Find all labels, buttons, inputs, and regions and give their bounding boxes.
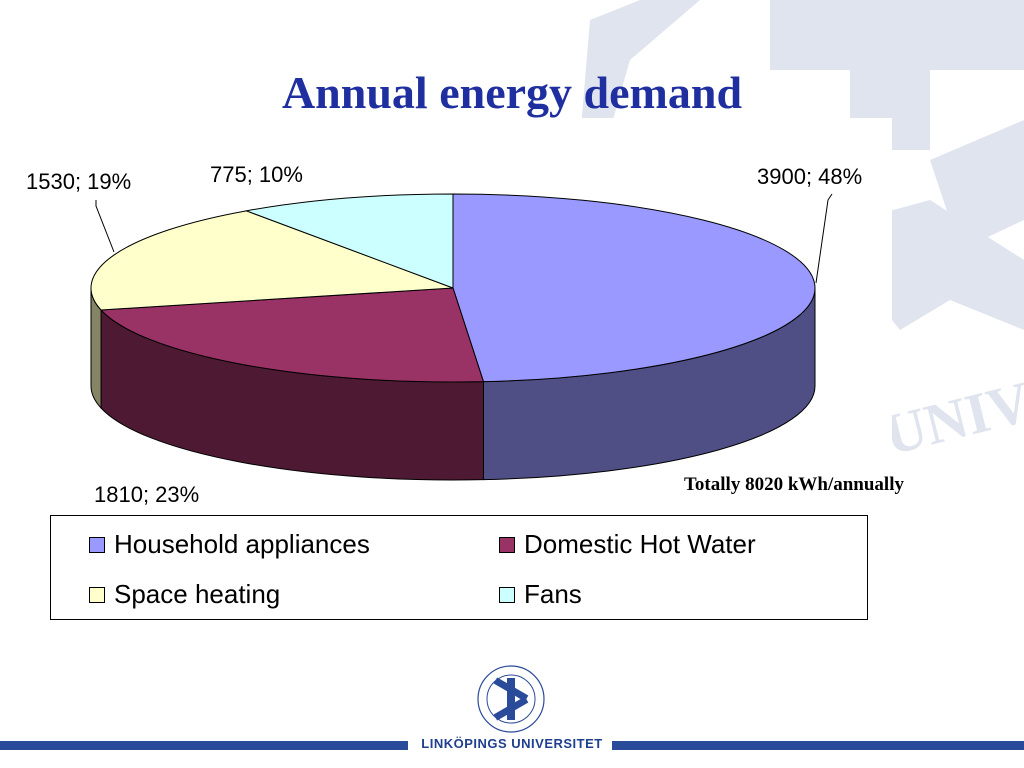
pie-slice-domestic-hot-water — [99, 287, 485, 383]
pie-slice-fans — [244, 193, 454, 289]
logo-emblem-bar-vertical — [507, 678, 515, 720]
footer-bar-left — [0, 741, 408, 750]
legend-label-space-heating: Space heating — [114, 579, 281, 609]
data-label-space-heating: 1530; 19% — [26, 169, 131, 194]
legend-item-household-appliances: Household appliances — [89, 529, 370, 560]
pie-sides — [90, 287, 816, 481]
pie-tops — [90, 193, 816, 383]
pie-slice-household-appliances — [452, 193, 816, 383]
total-annual-note: Totally 8020 kWh/annually — [684, 474, 904, 495]
legend-swatch-household-appliances — [89, 536, 105, 553]
legend-swatch-space-heating — [89, 586, 105, 603]
footer: LINKÖPINGS UNIVERSITET — [0, 736, 1024, 768]
legend-swatch-fans — [499, 586, 515, 603]
legend-label-fans: Fans — [524, 579, 582, 609]
data-label-household-appliances: 3900; 48% — [757, 164, 862, 189]
legend-item-fans: Fans — [499, 579, 582, 610]
watermark-shape-right — [930, 120, 1024, 250]
logo-emblem-bar-left — [493, 696, 529, 721]
leader-line-space-heating — [95, 200, 115, 253]
leader-line-household-appliances — [815, 193, 833, 284]
data-label-domestic-hot-water: 1810; 23% — [94, 482, 199, 507]
slide-title: Annual energy demand — [281, 67, 743, 118]
logo-inner-ring — [486, 674, 536, 724]
logo-outer-ring — [477, 665, 545, 733]
footer-university-name: LINKÖPINGS UNIVERSITET — [421, 736, 603, 751]
data-label-fans: 775; 10% — [210, 162, 303, 187]
pie-chart: 3900; 48% 1810; 23% 1530; 19% 775; 10% — [26, 162, 862, 507]
university-logo — [477, 665, 545, 733]
chart-legend: Household appliances Domestic Hot Water … — [50, 515, 868, 620]
logo-emblem-bar-right — [493, 677, 529, 702]
leader-lines — [95, 193, 833, 284]
data-labels: 3900; 48% 1810; 23% 1530; 19% 775; 10% — [26, 162, 862, 507]
watermark-shape-top — [770, 0, 1024, 150]
logo-emblem — [493, 677, 529, 721]
watermark-text: UNIV — [877, 369, 1024, 468]
legend-item-domestic-hot-water: Domestic Hot Water — [499, 529, 756, 560]
pie-slice-space-heating — [90, 210, 454, 311]
footer-bar-right — [612, 741, 1024, 750]
legend-label-household-appliances: Household appliances — [114, 529, 370, 559]
legend-item-space-heating: Space heating — [89, 579, 280, 610]
legend-swatch-domestic-hot-water — [499, 536, 515, 553]
legend-label-domestic-hot-water: Domestic Hot Water — [524, 529, 756, 559]
watermark-shape-left — [580, 0, 700, 140]
chart-plot-area: 3900; 48% 1810; 23% 1530; 19% 775; 10% — [20, 118, 892, 510]
